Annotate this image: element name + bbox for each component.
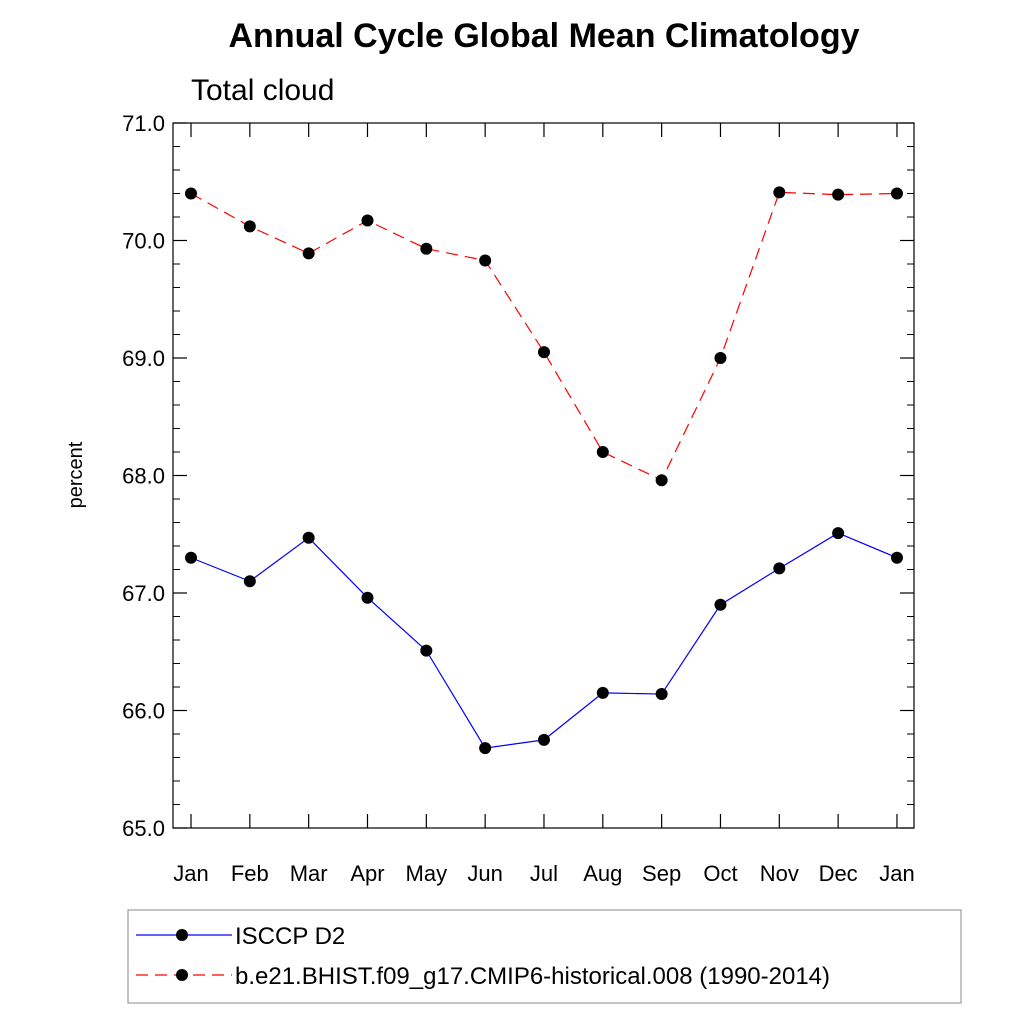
series-1-point	[890, 551, 903, 564]
x-tick-label: Sep	[642, 861, 681, 886]
y-tick-label: 69.0	[122, 346, 165, 371]
chart-title: Annual Cycle Global Mean Climatology	[229, 17, 860, 55]
x-tick-label: Dec	[819, 861, 858, 886]
series-2-point	[714, 352, 727, 364]
plot-frame	[172, 122, 915, 829]
y-axis-label: percent	[65, 441, 87, 508]
y-tick-label: 65.0	[122, 816, 165, 841]
series-2-point	[773, 186, 786, 199]
series-line-2	[190, 191, 897, 481]
y-tick-label: 66.0	[122, 699, 165, 724]
series-2-point	[185, 187, 197, 200]
series-2-point	[832, 188, 845, 201]
x-tick-label: Oct	[703, 861, 737, 886]
series-1-point	[832, 527, 845, 540]
x-tick-label: Mar	[290, 861, 328, 886]
chart-subtitle: Total cloud	[191, 74, 334, 107]
legend-label-1: ISCCP D2	[235, 923, 345, 950]
legend-box	[127, 909, 962, 1004]
series-1-point	[596, 686, 609, 699]
y-tick-label: 68.0	[122, 464, 165, 489]
x-tick-label: Feb	[231, 861, 269, 886]
series-2-point	[655, 474, 668, 487]
y-tick-label: 71.0	[122, 111, 165, 136]
x-tick-label: Jul	[530, 861, 558, 886]
series-layer	[185, 186, 903, 755]
legend-marker-2	[176, 969, 188, 981]
series-2-point	[420, 242, 433, 255]
legend-label-2: b.e21.BHIST.f09_g17.CMIP6-historical.008…	[235, 963, 830, 990]
series-1-point	[773, 562, 786, 575]
series-2-point	[596, 446, 609, 458]
x-tick-label: Apr	[350, 861, 384, 886]
y-tick-label: 70.0	[122, 229, 165, 254]
x-tick-label: Jan	[879, 861, 914, 886]
series-2-point	[890, 187, 903, 200]
series-1-point	[185, 551, 197, 564]
series-line-1	[190, 532, 898, 749]
legend-marker-1	[176, 929, 188, 941]
axis-ticks: 65.0 66.0 67.0 68.0 69.0 70.0 71.0 Jan Feb Mar Apr…	[122, 111, 915, 886]
series-1-point	[420, 644, 433, 657]
series-1-point	[361, 591, 374, 604]
series-1-point	[479, 742, 492, 755]
series-1-point	[243, 575, 256, 588]
x-tick-label: Nov	[760, 861, 799, 886]
series-1-point	[537, 733, 550, 746]
series-1-point	[655, 688, 668, 701]
series-2-point	[243, 220, 256, 233]
series-1-point	[302, 531, 315, 544]
series-2-point	[302, 247, 315, 260]
x-tick-label: May	[406, 861, 448, 886]
x-tick-label: Jun	[467, 861, 502, 886]
series-2-point	[361, 214, 374, 227]
series-2-point	[479, 254, 492, 267]
series-1-point	[714, 598, 727, 611]
legend: ISCCP D2 b.e21.BHIST.f09_g17.CMIP6-histor…	[136, 923, 830, 990]
y-tick-label: 67.0	[122, 581, 165, 606]
x-tick-label: Aug	[583, 861, 622, 886]
series-2-point	[537, 346, 550, 359]
x-tick-label: Jan	[173, 861, 208, 886]
